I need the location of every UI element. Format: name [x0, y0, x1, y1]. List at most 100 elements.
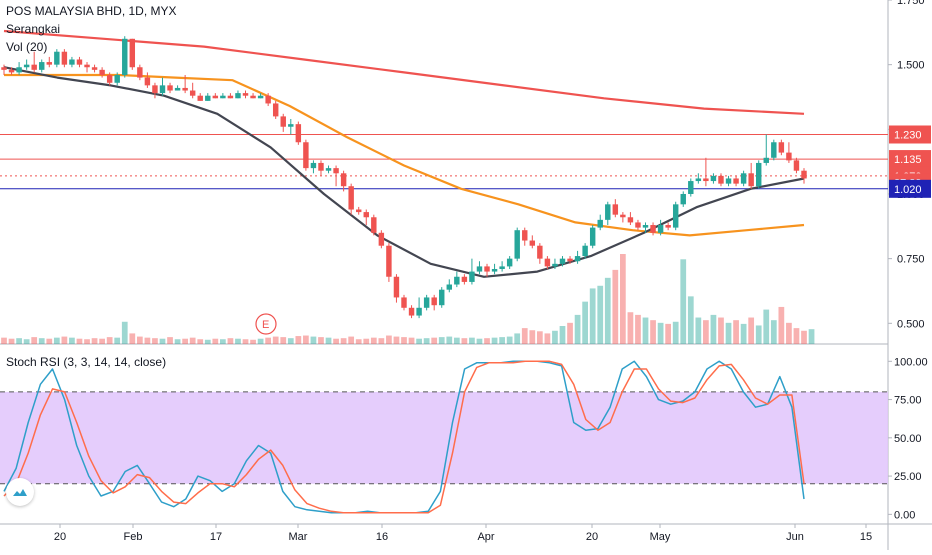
candle-body — [620, 214, 626, 218]
candle-body — [16, 67, 22, 73]
candle-body — [778, 142, 785, 153]
price-label-text: 1.230 — [894, 129, 922, 141]
candle — [589, 225, 596, 249]
candle-body — [642, 225, 649, 228]
candle-body — [23, 64, 30, 68]
volume-bar — [491, 337, 498, 344]
candle — [227, 93, 234, 99]
candle — [423, 294, 430, 311]
volume-bar — [521, 328, 528, 344]
volume-bar — [235, 338, 241, 344]
tradingview-logo[interactable] — [6, 478, 34, 506]
stoch-rsi-title[interactable]: Stoch RSI (3, 3, 14, 14, close) — [6, 355, 167, 369]
candle-body — [114, 75, 120, 83]
time-tick-label: Jun — [786, 531, 804, 543]
candle-body — [318, 162, 324, 171]
candle — [129, 38, 136, 70]
candle-body — [454, 276, 460, 285]
candle-body — [8, 69, 15, 73]
volume-bar — [61, 336, 68, 344]
candle — [114, 72, 120, 86]
volume-bar — [423, 338, 430, 344]
volume-bar — [152, 338, 158, 344]
horizontal-lines — [0, 133, 888, 190]
volume-bar — [280, 337, 287, 344]
candle — [212, 93, 219, 99]
time-tick-label: 20 — [586, 531, 598, 543]
candle — [552, 258, 558, 269]
candle-body — [680, 193, 686, 205]
candle-body — [159, 85, 166, 94]
candle — [106, 72, 113, 86]
indicator-serangkai[interactable]: Serangkai — [6, 22, 61, 36]
candle — [605, 201, 611, 226]
volume-bar — [446, 336, 453, 344]
rsi-tick-label: 100.00 — [894, 356, 928, 368]
time-tick-label: 16 — [376, 531, 388, 543]
candle-body — [288, 124, 294, 127]
candle — [597, 214, 603, 231]
volume-bar — [416, 338, 422, 344]
candle — [69, 56, 75, 68]
volume-bar — [242, 339, 249, 344]
candle — [197, 93, 203, 101]
indicator-volume[interactable]: Vol (20) — [6, 40, 48, 54]
volume-bar — [665, 323, 672, 344]
volume-bar — [529, 330, 536, 344]
candle-body — [348, 186, 354, 210]
volume-bar — [167, 337, 173, 344]
candle — [793, 157, 800, 174]
volume-bar — [333, 338, 339, 344]
candle — [84, 62, 90, 73]
volume-bar — [514, 333, 521, 344]
volume-bar — [506, 336, 513, 344]
volume-bar — [393, 336, 400, 344]
candle-body — [205, 95, 211, 101]
candle — [99, 67, 105, 78]
volume-bar — [552, 330, 558, 344]
candle — [333, 165, 339, 187]
rsi-tick-label: 0.00 — [894, 509, 915, 521]
candle — [303, 139, 309, 171]
candle-body — [325, 168, 332, 171]
rsi-tick-label: 25.00 — [894, 471, 922, 483]
candle — [454, 271, 460, 288]
candle-body — [408, 307, 415, 316]
candle — [544, 256, 551, 269]
price-tick-label: 0.750 — [897, 254, 925, 266]
volume-bar — [16, 338, 22, 344]
candle-body — [657, 225, 664, 233]
candle-body — [401, 297, 407, 308]
candle — [8, 67, 15, 76]
candle-body — [597, 219, 603, 228]
price-label-box — [889, 125, 931, 144]
candle-body — [393, 276, 400, 298]
time-axis: 20 Feb 17 Mar 16 Apr 20 May Jun 15 — [54, 524, 872, 543]
candle-body — [431, 297, 437, 306]
candle — [778, 139, 785, 156]
candle — [310, 160, 317, 174]
volume-bar — [559, 326, 566, 344]
candle-body — [416, 307, 422, 316]
candle-body — [227, 95, 234, 99]
candle-body — [212, 95, 219, 99]
candle-body — [174, 87, 181, 91]
candle — [461, 274, 468, 285]
candle — [748, 162, 754, 189]
candle-body — [363, 212, 369, 218]
candle-body — [423, 297, 430, 308]
candle — [612, 199, 619, 218]
volume-bar — [604, 277, 611, 344]
volume-bar — [808, 329, 815, 344]
candle-body — [167, 85, 173, 91]
volume-bar — [287, 338, 294, 344]
candle-body — [718, 175, 724, 184]
candle-body — [265, 95, 271, 104]
earnings-marker: E — [255, 313, 277, 335]
price-label-text: 1.135 — [894, 154, 922, 166]
volume-bar — [484, 338, 490, 344]
candle — [529, 235, 536, 249]
volume-bar — [657, 322, 664, 344]
volume-bar — [53, 337, 60, 344]
